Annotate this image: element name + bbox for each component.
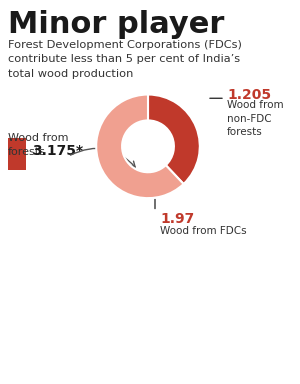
Text: Wood from
forests: Wood from forests [8, 133, 68, 157]
Text: Minor player: Minor player [8, 10, 224, 39]
Text: Wood from FDCs: Wood from FDCs [160, 225, 247, 235]
Wedge shape [148, 94, 200, 184]
Text: 1.205: 1.205 [227, 88, 271, 102]
Wedge shape [96, 94, 184, 198]
Text: 3.175*: 3.175* [32, 144, 83, 158]
Text: 1.97: 1.97 [160, 212, 194, 227]
Text: Wood from
non-FDC
forests: Wood from non-FDC forests [227, 100, 284, 137]
Bar [8, 138, 26, 170]
Text: Forest Development Corporations (FDCs)
contribute less than 5 per cent of India’: Forest Development Corporations (FDCs) c… [8, 40, 242, 79]
Text: 44.34: 44.34 [240, 341, 300, 361]
Text: Wood from trees outside forests: Wood from trees outside forests [18, 345, 207, 358]
